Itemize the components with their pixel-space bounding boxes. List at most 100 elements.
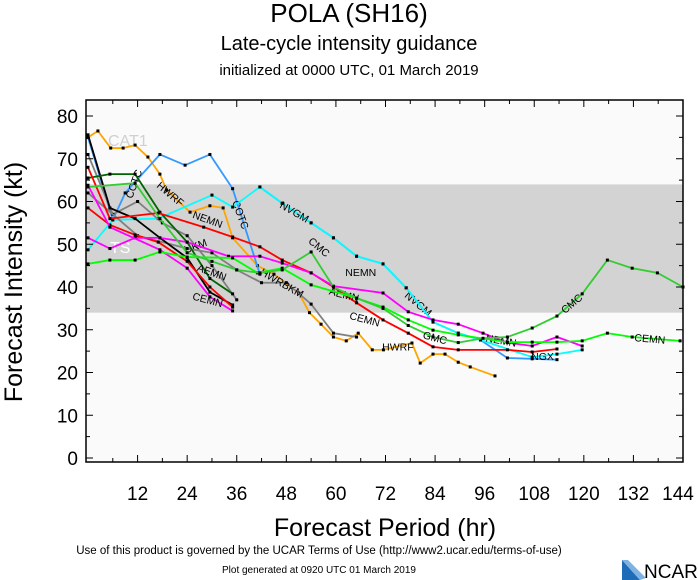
data-point: [505, 348, 509, 352]
data-point: [185, 247, 189, 251]
data-point: [468, 365, 472, 369]
data-point: [456, 360, 460, 364]
data-point: [136, 200, 140, 203]
band-label-cat1: CAT1: [108, 133, 148, 150]
data-point: [272, 272, 276, 276]
data-point: [210, 193, 214, 197]
data-point: [202, 225, 206, 229]
data-point: [309, 250, 313, 254]
data-point: [158, 210, 162, 214]
y-tick-label: 50: [57, 235, 78, 256]
data-point: [208, 204, 212, 208]
data-point: [133, 233, 137, 237]
data-point: [404, 286, 408, 290]
series-label-group: HWRF: [382, 341, 414, 353]
data-point: [208, 295, 212, 299]
data-point: [185, 255, 189, 259]
x-tick-label: 12: [127, 484, 148, 505]
data-point: [381, 262, 385, 266]
series-label: NGX: [531, 351, 554, 363]
data-point: [456, 322, 460, 326]
data-point: [555, 358, 559, 362]
data-point: [108, 225, 112, 229]
data-point: [456, 333, 460, 337]
chart-title: POLA (SH16): [270, 0, 428, 28]
data-point: [158, 217, 162, 221]
data-point: [111, 218, 115, 222]
data-point: [493, 374, 497, 378]
data-point: [258, 271, 262, 275]
data-point: [86, 236, 90, 240]
data-point: [86, 191, 90, 195]
plot-generated-time: Plot generated at 0920 UTC 01 March 2019: [221, 565, 416, 576]
data-point: [86, 152, 90, 156]
data-point: [443, 352, 447, 356]
data-point: [183, 163, 187, 167]
data-point: [208, 152, 212, 156]
data-point: [505, 340, 509, 344]
data-point: [530, 326, 534, 330]
data-point: [418, 361, 422, 365]
svg-text:NCAR: NCAR: [644, 562, 698, 580]
data-point: [406, 318, 410, 322]
data-point: [108, 217, 112, 221]
data-point: [86, 185, 90, 189]
data-point: [86, 165, 90, 169]
data-point: [208, 290, 212, 294]
data-point: [580, 344, 584, 348]
data-point: [221, 206, 225, 210]
data-point: [86, 248, 90, 252]
data-point: [280, 201, 284, 205]
y-tick-label: 20: [57, 364, 78, 385]
data-point: [309, 302, 313, 306]
data-point: [188, 210, 192, 214]
data-point: [226, 254, 230, 258]
data-point: [530, 357, 534, 361]
data-point: [630, 335, 634, 339]
ncar-logo: NCAR: [622, 560, 698, 580]
data-point: [185, 234, 189, 238]
data-point: [86, 262, 90, 266]
x-tick-label: 132: [618, 484, 650, 505]
data-point: [355, 296, 359, 300]
data-point: [158, 248, 162, 252]
y-tick-label: 70: [57, 150, 78, 171]
data-point: [481, 336, 485, 340]
data-point: [381, 306, 385, 310]
series-unnamed-11: [86, 183, 235, 313]
y-axis-label: Forecast Intensity (kt): [0, 162, 28, 402]
data-point: [231, 303, 235, 307]
data-point: [431, 352, 435, 356]
series-unnamed-9: [86, 206, 235, 309]
data-point: [133, 143, 137, 147]
data-point: [307, 311, 311, 315]
initialization-time: initialized at 0000 UTC, 01 March 2019: [219, 62, 479, 79]
data-point: [530, 355, 534, 359]
data-point: [630, 266, 634, 270]
data-point: [605, 258, 609, 262]
series-label: HWRF: [382, 341, 414, 353]
data-point: [284, 281, 288, 285]
data-point: [505, 335, 509, 339]
data-point: [479, 338, 483, 342]
x-tick-label: 36: [226, 484, 247, 505]
data-point: [309, 271, 313, 275]
data-point: [331, 285, 335, 289]
x-tick-label: 96: [474, 484, 495, 505]
data-point: [133, 258, 137, 262]
data-point: [208, 285, 212, 289]
data-point: [108, 172, 112, 176]
data-point: [158, 236, 162, 240]
data-point: [86, 183, 90, 187]
x-tick-label: 108: [518, 484, 550, 505]
data-point: [185, 259, 189, 263]
data-point: [555, 314, 559, 318]
y-tick-label: 80: [57, 107, 78, 128]
series-line: [87, 184, 234, 312]
data-point: [109, 146, 113, 150]
data-point: [331, 236, 335, 240]
data-point: [406, 310, 410, 314]
series-label-group: CEMN: [634, 332, 666, 347]
data-point: [431, 335, 435, 339]
